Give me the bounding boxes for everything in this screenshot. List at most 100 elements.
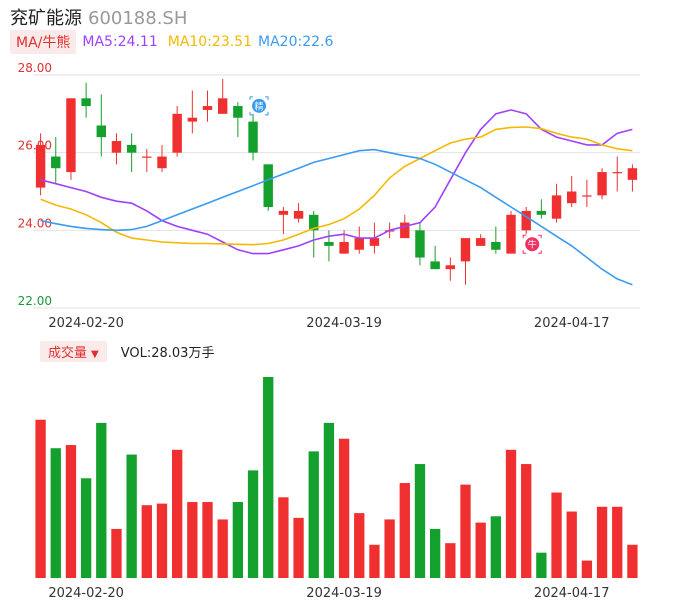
volume-bar[interactable] xyxy=(612,506,623,578)
volume-bar[interactable] xyxy=(247,470,259,578)
candle[interactable] xyxy=(126,133,137,173)
candle[interactable] xyxy=(248,113,258,161)
candle[interactable] xyxy=(430,245,440,270)
candle[interactable] xyxy=(172,106,182,157)
candle[interactable] xyxy=(51,137,61,184)
signal-marker-badge xyxy=(252,98,267,113)
candle[interactable] xyxy=(142,148,152,173)
volume-bars xyxy=(35,377,638,578)
volume-bar[interactable] xyxy=(551,492,562,578)
volume-bar[interactable] xyxy=(263,377,274,578)
volume-bar[interactable] xyxy=(323,422,335,578)
candle[interactable] xyxy=(475,234,486,246)
candle[interactable] xyxy=(491,226,501,254)
volume-bar[interactable] xyxy=(293,517,304,578)
candle[interactable] xyxy=(187,90,198,134)
candle[interactable] xyxy=(536,199,547,219)
stock-code: 600188.SH xyxy=(88,8,188,29)
candle[interactable] xyxy=(597,168,607,200)
candle[interactable] xyxy=(551,183,562,223)
candle[interactable] xyxy=(627,164,638,192)
volume-bar[interactable] xyxy=(627,544,638,578)
volume-bar[interactable] xyxy=(536,552,547,578)
volume-bar[interactable] xyxy=(111,528,122,578)
candle-body xyxy=(627,168,638,180)
candle[interactable] xyxy=(445,257,456,281)
volume-bar[interactable] xyxy=(126,454,137,578)
y-tick-label: 26.00 xyxy=(18,139,52,153)
candle[interactable] xyxy=(96,94,106,157)
volume-date-axis: 2024-02-20 2024-03-19 2024-04-17 xyxy=(48,586,609,601)
candle-body xyxy=(400,222,410,239)
candle-body xyxy=(248,121,258,153)
candle[interactable] xyxy=(460,238,471,285)
volume-bar[interactable] xyxy=(232,502,244,578)
volume-bar[interactable] xyxy=(490,516,501,578)
volume-bar[interactable] xyxy=(156,503,168,578)
signal-marker-label: 牛 xyxy=(528,239,537,251)
volume-bar[interactable] xyxy=(384,519,395,578)
volume-bar[interactable] xyxy=(566,511,577,578)
ma-mode-button[interactable]: MA/牛熊 xyxy=(10,30,77,54)
candle[interactable] xyxy=(354,226,364,254)
candle[interactable] xyxy=(582,179,592,208)
candle[interactable] xyxy=(506,210,516,254)
candle[interactable] xyxy=(111,133,122,165)
volume-bar[interactable] xyxy=(172,449,183,578)
volume-bar[interactable] xyxy=(187,502,198,578)
volume-bar[interactable] xyxy=(80,478,92,578)
volume-bar[interactable] xyxy=(65,445,77,578)
candle-body xyxy=(354,238,364,250)
candle[interactable] xyxy=(35,133,46,196)
candle-body xyxy=(81,98,91,107)
candle-body xyxy=(309,214,319,231)
signal-marker-label: 精 xyxy=(255,100,264,112)
volume-bar[interactable] xyxy=(338,438,350,578)
candle-body xyxy=(51,156,61,169)
signal-marker-frame xyxy=(522,234,542,254)
volume-bar[interactable] xyxy=(202,502,213,578)
volume-bar[interactable] xyxy=(96,422,107,578)
candle[interactable] xyxy=(309,210,319,258)
candle[interactable] xyxy=(293,203,304,223)
ma20-line xyxy=(40,148,633,286)
volume-bar[interactable] xyxy=(505,449,517,578)
candle[interactable] xyxy=(81,82,91,118)
volume-bar[interactable] xyxy=(581,560,593,578)
candle[interactable] xyxy=(233,102,243,138)
volume-bar[interactable] xyxy=(369,544,380,578)
volume-bar[interactable] xyxy=(414,464,426,578)
volume-bar[interactable] xyxy=(596,506,608,578)
volume-bar[interactable] xyxy=(354,513,365,578)
volume-bar[interactable] xyxy=(217,519,228,578)
volume-bar[interactable] xyxy=(35,419,46,578)
candle[interactable] xyxy=(217,78,228,114)
volume-bar[interactable] xyxy=(278,497,289,578)
candle[interactable] xyxy=(521,207,531,235)
date-axis: 2024-02-20 2024-03-19 2024-04-17 xyxy=(48,316,609,331)
candle[interactable] xyxy=(66,98,76,180)
volume-bar[interactable] xyxy=(308,451,319,578)
volume-bar[interactable] xyxy=(445,543,456,578)
candle-body xyxy=(157,156,167,169)
signal-marker[interactable]: 牛 xyxy=(522,234,542,254)
candles xyxy=(35,78,638,285)
volume-bar[interactable] xyxy=(460,484,471,578)
candle-body xyxy=(278,210,289,215)
volume-bar[interactable] xyxy=(429,528,441,578)
volume-bar[interactable] xyxy=(399,483,410,578)
candle[interactable] xyxy=(157,144,167,173)
volume-bar[interactable] xyxy=(141,505,152,578)
volume-bar[interactable] xyxy=(475,522,486,578)
volume-bar[interactable] xyxy=(50,448,61,578)
candle[interactable] xyxy=(567,175,577,208)
candle[interactable] xyxy=(278,207,289,235)
candle[interactable] xyxy=(612,156,622,192)
signal-marker[interactable]: 精 xyxy=(249,96,269,116)
candle[interactable] xyxy=(263,164,273,211)
volume-bar[interactable] xyxy=(521,464,532,578)
candle[interactable] xyxy=(415,222,425,266)
candle[interactable] xyxy=(202,90,213,122)
volume-indicator-dropdown[interactable]: 成交量 ▼ xyxy=(40,340,107,362)
